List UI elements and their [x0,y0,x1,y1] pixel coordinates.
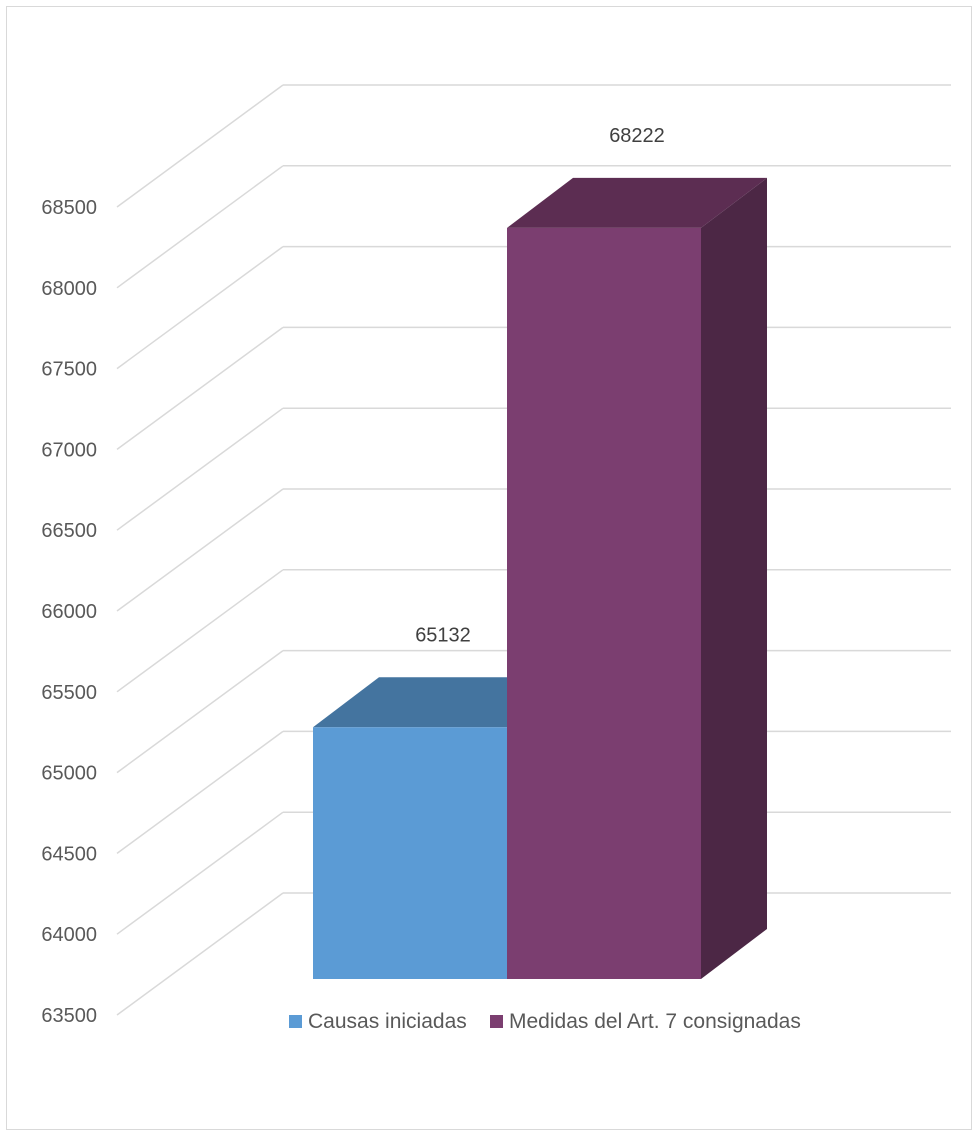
y-tick-label: 65500 [41,682,97,704]
gridline-diagonal [116,326,284,451]
data-labels: 65132 68222 [415,125,665,646]
bar-front [507,227,701,979]
legend-swatch [289,1015,302,1028]
gridline-diagonal [116,569,284,693]
legend-label: Causas iniciadas [308,1010,467,1033]
gridline-diagonal [116,730,284,855]
bar-chart-3d: 63500 64000 64500 65000 65500 66000 66500 67000… [41,84,951,1033]
gridline-diagonal [116,892,284,1016]
bar-side [701,177,767,979]
y-axis-ticks: 63500 64000 64500 65000 65500 66000 66500 67000… [41,197,97,1027]
bar-front [313,727,507,979]
legend-swatch [490,1015,503,1028]
y-tick-label: 67000 [41,439,97,461]
gridline-diagonal [116,649,284,774]
chart-frame: 63500 64000 64500 65000 65500 66000 66500 67000… [6,6,972,1130]
y-tick-label: 66500 [41,520,97,542]
bars [313,177,767,979]
legend-label: Medidas del Art. 7 consignadas [509,1010,801,1033]
gridline-diagonal [116,407,284,531]
gridline-diagonal [116,811,284,935]
gridline-diagonal [116,84,284,208]
y-tick-label: 68500 [41,197,97,219]
y-tick-label: 64500 [41,843,97,865]
bar-top [507,177,767,228]
gridline-diagonal [116,245,284,370]
y-tick-label: 68000 [41,278,97,300]
legend: Causas iniciadas Medidas del Art. 7 consi… [289,1010,801,1033]
gridline-diagonal [116,165,284,289]
data-label: 65132 [415,624,471,646]
y-tick-label: 65000 [41,763,97,785]
data-label: 68222 [609,125,665,147]
y-tick-label: 67500 [41,359,97,381]
y-tick-label: 64000 [41,924,97,946]
gridline-diagonal [116,488,284,612]
y-tick-label: 66000 [41,601,97,623]
y-tick-label: 63500 [41,1005,97,1027]
